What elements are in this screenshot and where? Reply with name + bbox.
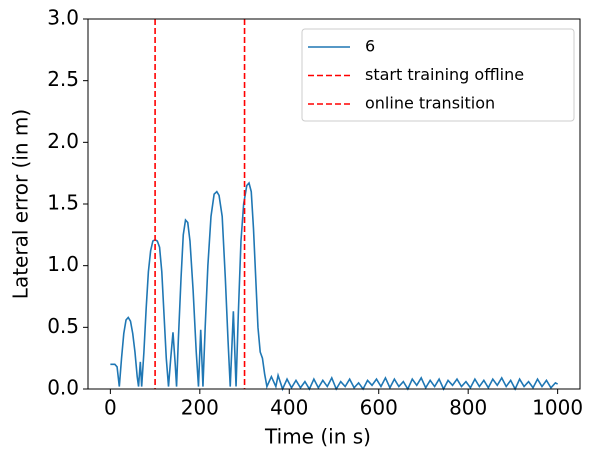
x-tick-label: 400 — [270, 396, 308, 420]
legend-box — [301, 28, 575, 122]
y-tick-label: 1.5 — [47, 191, 79, 215]
legend-label: start training offline — [365, 65, 524, 84]
y-tick-label: 2.5 — [47, 67, 79, 91]
data-line — [110, 181, 559, 392]
x-tick-label: 0 — [104, 396, 117, 420]
y-axis-label: Lateral error (in m) — [9, 109, 33, 299]
x-tick-label: 800 — [449, 396, 487, 420]
x-tick-label: 600 — [360, 396, 398, 420]
x-axis-label: Time (in s) — [264, 425, 371, 449]
legend-label: online transition — [365, 94, 495, 113]
x-tick-label: 1000 — [532, 396, 583, 420]
y-tick-label: 2.0 — [47, 129, 79, 153]
plot-frame — [87, 18, 581, 390]
y-tick-label: 0.0 — [47, 376, 79, 400]
legend-label: 6 — [365, 37, 375, 56]
x-tick-label: 200 — [181, 396, 219, 420]
y-tick-label: 3.0 — [47, 6, 79, 30]
y-tick-label: 0.5 — [47, 314, 79, 338]
y-tick-label: 1.0 — [47, 252, 79, 276]
